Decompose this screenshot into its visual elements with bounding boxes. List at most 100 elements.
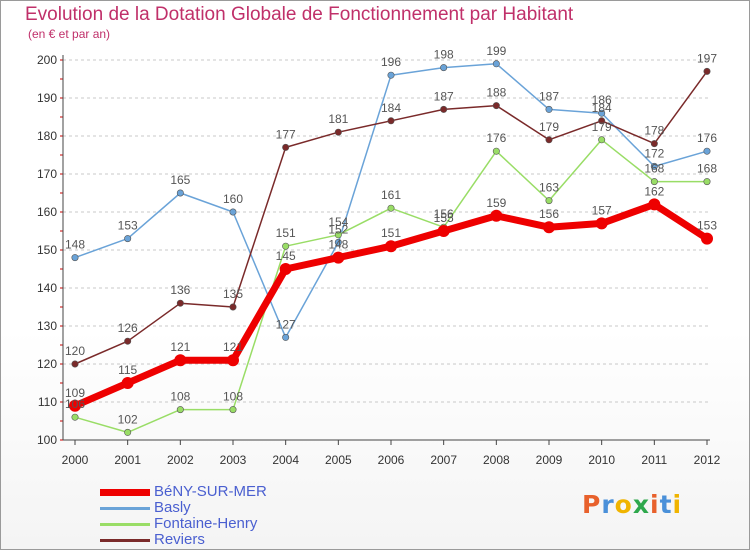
data-point: [229, 406, 237, 414]
data-point: [124, 235, 132, 243]
data-point: [545, 136, 553, 144]
data-point: [71, 413, 79, 421]
data-label: 148: [65, 238, 85, 252]
data-label: 186: [592, 93, 612, 107]
legend-label: Basly: [154, 499, 191, 516]
data-point: [387, 71, 395, 79]
x-tick-label: 2010: [588, 453, 615, 467]
chart-title: Evolution de la Dotation Globale de Fonc…: [25, 4, 574, 25]
data-label: 151: [276, 226, 296, 240]
data-label: 162: [644, 184, 664, 198]
data-point: [545, 105, 553, 113]
series-lines: [69, 60, 713, 436]
data-label: 165: [170, 173, 190, 187]
data-point: [387, 204, 395, 212]
data-point: [492, 102, 500, 110]
x-tick-label: 2006: [378, 453, 405, 467]
data-point: [490, 209, 503, 222]
x-tick-label: 2012: [694, 453, 721, 467]
x-tick-label: 2001: [114, 453, 141, 467]
data-point: [595, 217, 608, 230]
data-label: 179: [539, 120, 559, 134]
legend-swatch: [100, 489, 150, 496]
data-label: 168: [697, 162, 717, 176]
data-point: [282, 333, 290, 341]
data-label: 136: [170, 283, 190, 297]
y-tick-label: 120: [37, 357, 57, 371]
data-label: 135: [223, 287, 243, 301]
data-label: 155: [434, 211, 454, 225]
data-label: 199: [486, 44, 506, 58]
legend-swatch: [100, 539, 150, 542]
x-tick-label: 2008: [483, 453, 510, 467]
y-tick-label: 180: [37, 129, 57, 143]
data-point: [598, 136, 606, 144]
legend-swatch: [100, 507, 150, 510]
data-label: 108: [170, 390, 190, 404]
data-point: [703, 147, 711, 155]
x-tick-label: 2005: [325, 453, 352, 467]
data-label: 127: [276, 317, 296, 331]
data-label: 177: [276, 127, 296, 141]
data-label: 153: [118, 219, 138, 233]
data-label: 152: [328, 222, 348, 236]
logo-letter: o: [614, 490, 633, 519]
data-label: 181: [328, 112, 348, 126]
logo-letter: P: [582, 490, 602, 519]
data-label: 178: [644, 124, 664, 138]
data-point: [176, 406, 184, 414]
data-label: 109: [65, 386, 85, 400]
data-point: [598, 109, 606, 117]
x-tick-label: 2004: [272, 453, 299, 467]
data-point: [282, 242, 290, 250]
data-point: [176, 189, 184, 197]
legend-swatch: [100, 523, 150, 526]
data-point: [701, 232, 713, 245]
y-tick-label: 150: [37, 243, 57, 257]
data-point: [440, 64, 448, 72]
data-label: 159: [486, 196, 506, 210]
y-tick-label: 100: [37, 433, 57, 447]
legend-label: Reviers: [154, 531, 205, 548]
data-point: [543, 221, 555, 234]
axes: 100 110 120 130 140 150 160 170 180 190 200 2000 200…: [37, 53, 721, 467]
data-label: 102: [118, 412, 138, 426]
data-label: 153: [697, 219, 717, 233]
data-point: [387, 117, 395, 125]
data-labels: 148 153 165 160 127 152 196 198 199 187 186 172 176 1…: [65, 44, 717, 427]
legend-label: Fontaine-Henry: [154, 515, 258, 532]
data-point: [598, 117, 606, 125]
data-point: [121, 377, 134, 389]
x-tick-label: 2007: [430, 453, 457, 467]
data-label: 168: [644, 162, 664, 176]
data-point: [650, 162, 658, 170]
data-point: [229, 208, 237, 216]
data-point: [71, 360, 79, 368]
data-point: [279, 263, 292, 275]
data-point: [492, 147, 500, 155]
x-tick-label: 2000: [62, 453, 89, 467]
data-label: 160: [223, 192, 243, 206]
data-label: 145: [276, 249, 296, 263]
data-label: 126: [118, 321, 138, 335]
data-label: 176: [697, 131, 717, 145]
data-point: [71, 254, 79, 262]
data-point: [334, 231, 342, 239]
proxiti-logo: Proxiti: [582, 490, 682, 519]
logo-letter: i: [650, 490, 660, 519]
data-label: 120: [65, 344, 85, 358]
data-label: 121: [223, 340, 243, 354]
data-label: 198: [434, 48, 454, 62]
data-label: 184: [381, 101, 401, 115]
data-point: [332, 251, 345, 264]
data-point: [385, 240, 397, 253]
data-label: 188: [486, 86, 506, 100]
data-label: 172: [644, 146, 664, 160]
data-label: 179: [592, 120, 612, 134]
data-point: [703, 67, 711, 75]
x-tick-label: 2009: [536, 453, 563, 467]
data-label: 157: [592, 203, 612, 217]
data-point: [124, 337, 132, 345]
data-point: [124, 428, 132, 436]
